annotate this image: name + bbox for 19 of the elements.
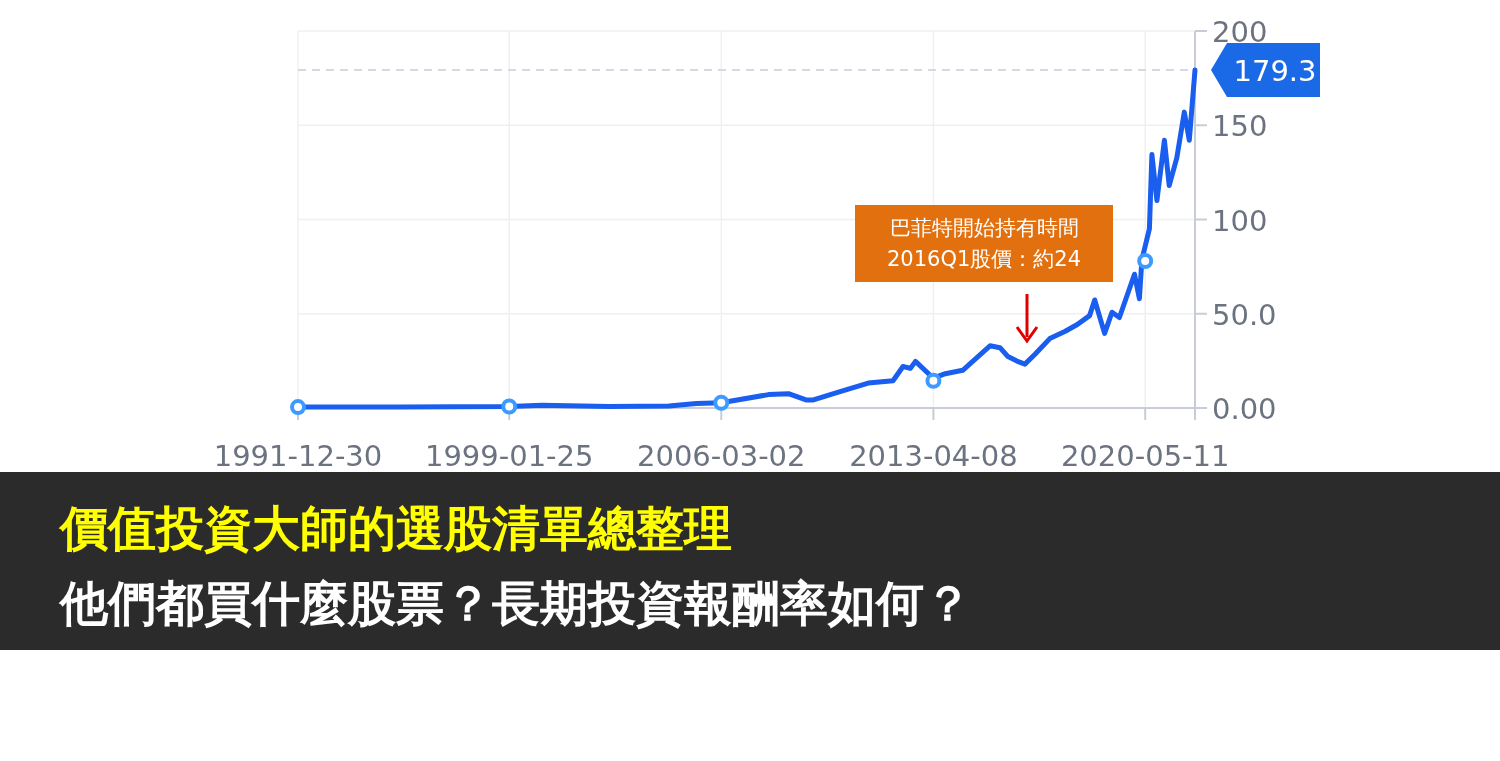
text: 價值投資大師的選股清單總整理 [58, 500, 732, 556]
annotation: 巴菲特開始持有時間 2016Q1股價：約24 [886, 216, 1082, 271]
text: 他們都買什麼股票？長期投資報酬率如何？ [58, 575, 972, 631]
point [501, 398, 518, 415]
x-tick-label: 2013-04-08 [849, 439, 1018, 473]
y-tick-label: 50.0 [1212, 297, 1277, 332]
x-tick-label: 2020-05-11 [1060, 439, 1230, 473]
x-tick-label: 1991-12-30 [213, 439, 383, 473]
point [713, 394, 730, 411]
y-tick-label: 200 [1212, 15, 1268, 49]
point [925, 372, 942, 389]
x-tick-label: 2006-03-02 [637, 439, 806, 473]
y-tick-label: 150 [1212, 109, 1268, 144]
point [1137, 252, 1154, 269]
y-tick-label: 100 [1212, 203, 1268, 238]
point [290, 399, 306, 416]
y-tick-label: 0.00 [1212, 392, 1277, 426]
ref-line-label: 179.3 [1233, 54, 1317, 89]
x-tick-label: 1999-01-25 [424, 439, 594, 473]
